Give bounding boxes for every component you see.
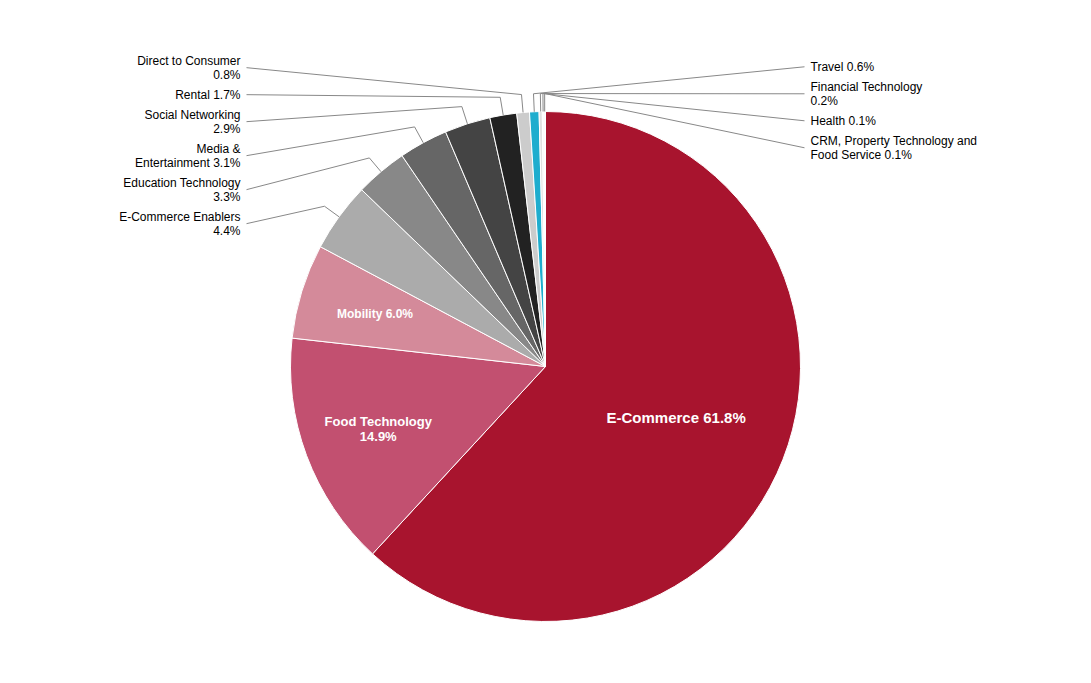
label-line: Education Technology [123,176,240,190]
outer-label: Social Networking2.9% [144,108,240,136]
label-line: Travel 0.6% [811,60,875,74]
outer-label: CRM, Property Technology andFood Service… [811,134,978,162]
slice [542,112,545,367]
label-line: Health 0.1% [811,114,877,128]
label-line: Mobility 6.0% [337,307,413,321]
pie [290,112,800,622]
inner-label: Food Technology14.9% [325,414,433,444]
leader-line [247,95,504,115]
label-line: Social Networking [144,108,240,122]
leader-line [247,158,381,190]
chart: E-Commerce 61.8% Food Technology14.9% Mobi… [0,0,1091,683]
outer-label: Media &Entertainment 3.1% [135,142,241,170]
leader-line [540,94,804,112]
outer-label: E-Commerce Enablers4.4% [119,210,241,238]
outer-label: Financial Technology0.2% [811,80,923,108]
leader-line [247,107,468,124]
slice [539,112,545,367]
slice [544,112,546,367]
label-line: 2.9% [213,122,241,136]
leader-line [247,127,424,156]
label-line: 4.4% [213,224,241,238]
outer-label: Health 0.1% [811,114,877,128]
label-line: 0.2% [811,94,839,108]
label-line: 3.3% [213,190,241,204]
outer-label: Rental 1.7% [175,88,241,102]
label-line: Direct to Consumer [137,54,240,68]
label-line: Food Service 0.1% [811,148,913,162]
slice [290,338,545,554]
label-line: E-Commerce Enablers [119,210,240,224]
label-line: CRM, Property Technology and [811,134,978,148]
outer-label: Education Technology3.3% [123,176,241,204]
label-line: Entertainment 3.1% [135,156,241,170]
label-line: 14.9% [360,429,397,444]
slice [529,112,545,367]
leader-line [543,94,805,121]
labels: E-Commerce 61.8% Food Technology14.9% Mobi… [119,54,977,444]
inner-label: E-Commerce 61.8% [607,409,746,426]
outer-label: Travel 0.6% [811,60,875,74]
slice [517,112,546,366]
leader-line [545,94,805,148]
leader-line [533,67,804,112]
label-line: 0.8% [213,68,241,82]
label-line: E-Commerce 61.8% [607,409,746,426]
leader-line [247,68,524,113]
label-line: Rental 1.7% [175,88,241,102]
leader-lines [247,67,805,224]
label-line: Financial Technology [811,80,923,94]
label-line: Food Technology [325,414,433,429]
outer-label: Direct to Consumer0.8% [137,54,241,82]
leader-line [247,206,340,223]
label-line: Media & [196,142,240,156]
inner-label: Mobility 6.0% [337,307,413,321]
